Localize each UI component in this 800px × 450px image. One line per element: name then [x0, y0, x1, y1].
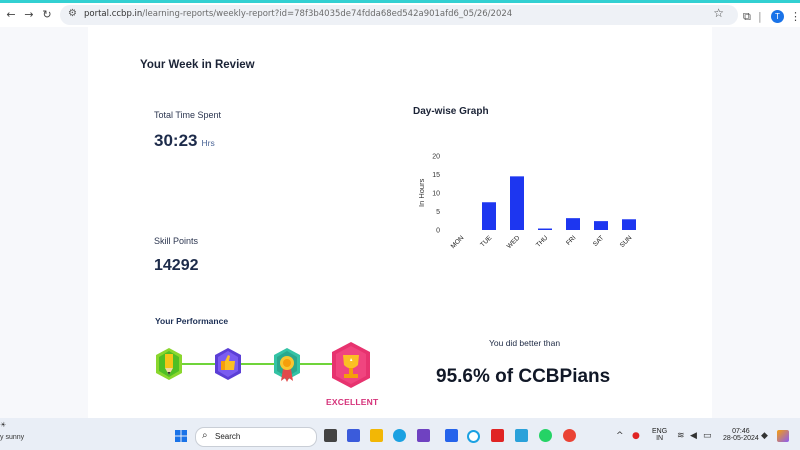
x-tick-label: SUN [619, 234, 634, 249]
bar-sat [594, 221, 608, 230]
y-tick-label: 10 [432, 191, 440, 198]
time-unit: Hrs [201, 138, 215, 148]
chrome-icon[interactable] [563, 429, 576, 442]
x-tick-label: WED [506, 234, 522, 250]
x-tick-label: MON [450, 234, 466, 250]
bar-sun [622, 219, 636, 230]
reload-icon[interactable]: ↻ [42, 8, 52, 21]
graph-title: Day-wise Graph [413, 106, 489, 117]
battery-icon[interactable]: ▭ [703, 431, 712, 441]
search-icon: ⌕ [202, 430, 208, 441]
skill-points-value: 14292 [154, 257, 199, 274]
comparison-value: 95.6% of CCBPians [436, 366, 611, 387]
back-icon[interactable]: ← [6, 8, 16, 21]
total-time-value: 30:23 Hrs [154, 131, 215, 150]
windows-start-icon[interactable] [175, 430, 187, 442]
y-tick-label: 15 [432, 172, 440, 179]
clock[interactable]: 07:46 28-05-2024 [723, 428, 759, 442]
weather-text[interactable]: y sunny [0, 434, 25, 441]
notification-bell-icon[interactable]: ◆ [761, 431, 768, 441]
page-background [0, 27, 800, 418]
store-icon[interactable] [417, 429, 430, 442]
edge-icon[interactable] [393, 429, 406, 442]
youtube-icon[interactable] [491, 429, 504, 442]
page-title: Your Week in Review [140, 59, 255, 71]
y-axis-label: In Hours [417, 178, 426, 207]
pencil-badge-icon [156, 348, 182, 380]
browser-tab-strip [0, 0, 800, 3]
bar-thu [538, 228, 552, 230]
y-tick-label: 0 [436, 228, 440, 235]
file-explorer-icon[interactable] [370, 429, 383, 442]
thumbs-up-badge-icon [215, 348, 241, 380]
bookmark-star-icon[interactable]: ☆ [713, 6, 724, 20]
address-bar[interactable]: ⚙ portal.ccbp.in/learning-reports/weekly… [60, 5, 738, 25]
bar-tue [482, 202, 496, 230]
bar-fri [566, 218, 580, 230]
performance-level: EXCELLENT [326, 397, 379, 407]
extensions-icon[interactable]: ⧉ [743, 10, 751, 23]
x-tick-label: THU [535, 234, 550, 249]
browser-toolbar: ← → ↻ ⚙ portal.ccbp.in/learning-reports/… [0, 3, 800, 27]
x-tick-label: FRI [565, 234, 577, 246]
profile-avatar[interactable]: T [771, 10, 784, 23]
app-l-icon[interactable] [445, 429, 458, 442]
x-tick-label: TUE [479, 234, 494, 249]
forward-icon[interactable]: → [24, 8, 34, 21]
task-view-icon[interactable] [324, 429, 337, 442]
bar-wed [510, 176, 524, 230]
total-time-label: Total Time Spent [154, 110, 222, 120]
medal-badge-icon [274, 348, 300, 382]
performance-title: Your Performance [155, 316, 229, 326]
weather-temp: ☀ [0, 422, 7, 429]
comparison-label: You did better than [489, 338, 561, 348]
performance-progress-line [170, 363, 350, 365]
divider: | [758, 10, 762, 23]
taskbar-search[interactable]: ⌕ Search [195, 427, 317, 447]
day-wise-bar-chart: In Hours 0 5 10 15 20 MON TUE WED THU FRI SAT SUN [417, 154, 636, 250]
wifi-icon[interactable]: ≋ [677, 431, 685, 441]
url-text: portal.ccbp.in/learning-reports/weekly-r… [84, 9, 513, 19]
y-tick-label: 20 [432, 154, 440, 161]
y-tick-label: 5 [436, 209, 440, 216]
antivirus-icon[interactable]: ● [632, 431, 640, 441]
cortana-icon[interactable] [467, 430, 480, 443]
tray-chevron-icon[interactable]: ^ [616, 431, 624, 441]
trophy-badge-icon [332, 342, 370, 388]
telegram-icon[interactable] [515, 429, 528, 442]
whatsapp-icon[interactable] [539, 429, 552, 442]
copilot-icon[interactable] [777, 430, 789, 442]
language-indicator[interactable]: ENG IN [652, 428, 668, 442]
site-info-icon[interactable]: ⚙ [68, 8, 77, 19]
search-label: Search [215, 432, 241, 441]
teams-icon[interactable] [347, 429, 360, 442]
menu-icon[interactable]: ⋮ [790, 10, 800, 23]
x-tick-label: SAT [592, 234, 606, 248]
skill-points-label: Skill Points [154, 236, 199, 246]
volume-icon[interactable]: ◀ [690, 431, 697, 441]
